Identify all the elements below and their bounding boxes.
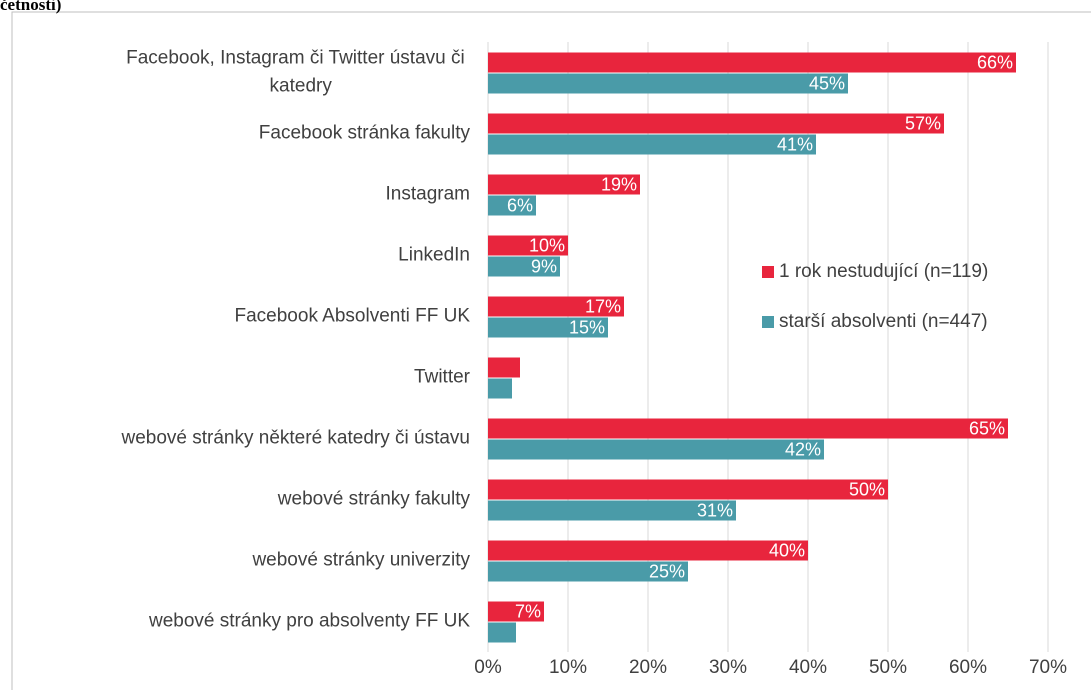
bar [488,378,512,399]
chart-frame [11,11,1091,690]
x-tick-label: 70% [1029,657,1067,678]
bar [488,357,520,378]
data-label: 42% [785,439,821,459]
data-label: 57% [905,113,941,133]
bar [488,317,608,338]
x-tick-label: 0% [474,657,502,678]
bar [488,235,568,256]
bar [488,134,816,155]
x-tick-label: 50% [869,657,907,678]
bar [488,479,888,500]
data-label: 66% [977,52,1013,72]
data-label: 45% [809,73,845,93]
data-label: 65% [969,418,1005,438]
data-label: 50% [849,479,885,499]
y-tick-label: webové stránky některé katedry či ústavu [120,428,470,449]
data-label: 31% [697,500,733,520]
bar [488,73,848,94]
y-tick-label: Facebook stránka fakulty [259,123,471,144]
bar [488,622,516,643]
bar [488,601,544,622]
bar [488,296,624,317]
y-tick-label: Facebook, Instagram či Twitter ústavu či… [126,48,470,97]
data-label: 15% [569,317,605,337]
legend-label: starší absolventi (n=447) [779,311,988,332]
data-label: 41% [777,134,813,154]
x-tick-label: 20% [629,657,667,678]
bar [488,561,688,582]
bar [488,540,808,561]
y-tick-label: Twitter [414,367,471,388]
legend-label: 1 rok nestudující (n=119) [779,261,988,282]
data-label: 19% [601,174,637,194]
data-label: 25% [649,561,685,581]
x-tick-label: 30% [709,657,747,678]
data-label: 6% [507,195,533,215]
y-tick-label: webové stránky pro absolventy FF UK [148,611,470,632]
chart-title: četnosti) [0,0,61,14]
data-label: 9% [531,256,557,276]
data-label: 40% [769,540,805,560]
label-line: katedry [270,76,333,97]
bar [488,174,640,195]
bar [488,500,736,521]
x-tick-label: 60% [949,657,987,678]
data-label: 10% [529,235,565,255]
x-tick-label: 10% [549,657,587,678]
bar [488,195,536,216]
bar [488,52,1016,73]
bar [488,418,1008,439]
bar [488,113,944,134]
bar [488,256,560,277]
y-tick-label: Facebook Absolventi FF UK [235,306,471,327]
label-line: Facebook, Instagram či Twitter ústavu či [126,48,470,69]
x-tick-label: 40% [789,657,827,678]
y-tick-label: webové stránky fakulty [277,489,471,510]
y-tick-label: webové stránky univerzity [251,550,470,571]
data-label: 7% [515,601,541,621]
legend-swatch [762,266,774,278]
y-tick-label: LinkedIn [398,245,470,266]
legend-swatch [762,316,774,328]
data-label: 17% [585,296,621,316]
y-tick-label: Instagram [386,184,470,205]
bar [488,439,824,460]
